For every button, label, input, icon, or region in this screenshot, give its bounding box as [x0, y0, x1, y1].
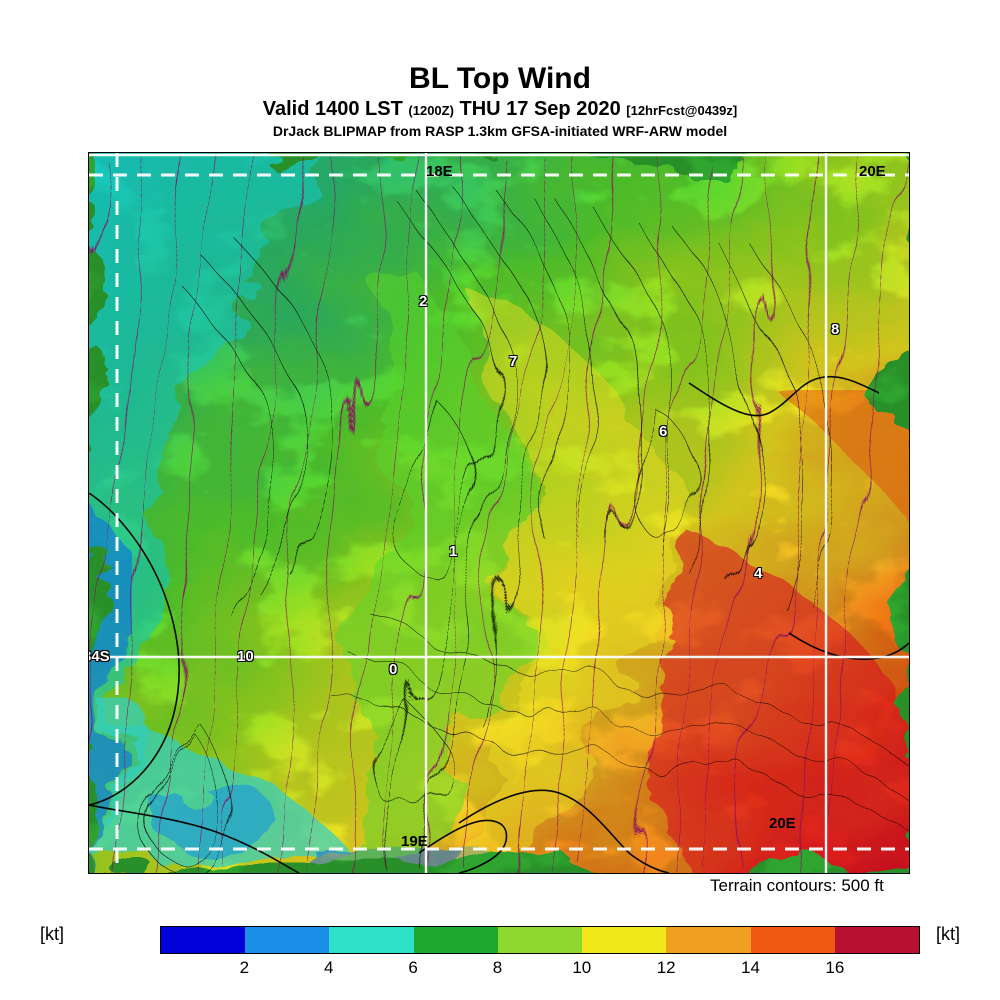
- legend-color-1: [245, 927, 329, 953]
- legend-unit-left: [kt]: [40, 924, 64, 945]
- wind-heatmap-svg: [89, 153, 909, 873]
- legend-tick-2: 2: [240, 958, 249, 978]
- legend-color-0: [161, 927, 245, 953]
- header-block: BL Top Wind Valid 1400 LST (1200Z) THU 1…: [0, 62, 1000, 139]
- page-subtitle: Valid 1400 LST (1200Z) THU 17 Sep 2020 […: [0, 98, 1000, 121]
- legend-tick-4: 4: [324, 958, 333, 978]
- legend-color-8: [835, 927, 919, 953]
- legend-color-3: [414, 927, 498, 953]
- legend-tick-12: 12: [657, 958, 676, 978]
- page-subtitle2: DrJack BLIPMAP from RASP 1.3km GFSA-init…: [0, 123, 1000, 139]
- legend-tick-14: 14: [741, 958, 760, 978]
- page-title: BL Top Wind: [0, 62, 1000, 96]
- color-legend: [kt] 2 4 6 8 10 12 14 16 [kt]: [40, 918, 960, 978]
- legend-color-2: [329, 927, 413, 953]
- legend-color-5: [582, 927, 666, 953]
- legend-tick-labels: 2 4 6 8 10 12 14 16: [160, 958, 920, 978]
- legend-tick-16: 16: [825, 958, 844, 978]
- legend-color-bar: [160, 926, 920, 954]
- legend-unit-right: [kt]: [936, 924, 960, 945]
- legend-color-7: [751, 927, 835, 953]
- wind-heatmap: 18E 20E 19E 20E 8 4 34S 10 34S 2 7 6 1 0: [88, 152, 910, 874]
- legend-tick-8: 8: [493, 958, 502, 978]
- legend-color-6: [666, 927, 750, 953]
- terrain-contours-caption: Terrain contours: 500 ft: [710, 876, 884, 896]
- legend-tick-10: 10: [572, 958, 591, 978]
- legend-tick-6: 6: [408, 958, 417, 978]
- wind-map-window: BL Top Wind Valid 1400 LST (1200Z) THU 1…: [0, 0, 1000, 1000]
- legend-color-4: [498, 927, 582, 953]
